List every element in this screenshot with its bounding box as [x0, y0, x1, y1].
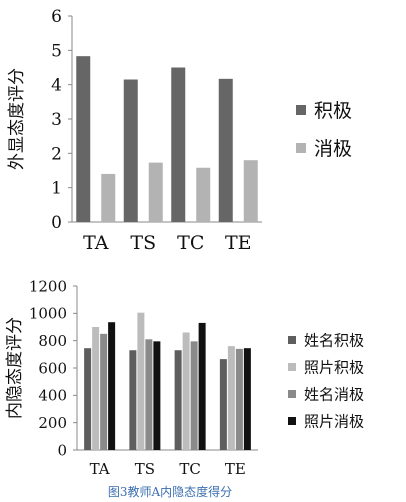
- y-tick-label: 1200: [29, 277, 67, 295]
- bar-te-series-1: [219, 359, 227, 450]
- y-axis-title: 外显态度评分: [7, 68, 27, 170]
- bar-tc-series-1: [174, 350, 182, 450]
- bar-ta-series-1: [84, 348, 92, 450]
- y-tick-label: 600: [38, 359, 67, 377]
- legend-label: 姓名积极: [304, 331, 364, 349]
- bar-ta-series-1: [76, 56, 91, 222]
- figure-caption: 图3教师A内隐态度得分: [108, 484, 232, 499]
- bar-tc-series-2: [196, 167, 211, 222]
- bar-ts-series-1: [123, 79, 138, 223]
- bar-tc-series-4: [198, 322, 206, 450]
- bar-te-series-4: [243, 348, 251, 450]
- legend-swatch: [288, 363, 296, 371]
- bar-ts-series-3: [145, 339, 153, 450]
- bar-te-series-2: [227, 346, 235, 450]
- legend-label: 消极: [314, 138, 352, 160]
- legend-swatch: [296, 143, 306, 153]
- legend-label: 照片积极: [304, 358, 364, 376]
- legend-label: 姓名消极: [304, 385, 364, 403]
- x-tick-label: TE: [225, 232, 252, 254]
- y-tick-label: 200: [38, 414, 67, 432]
- bar-tc-series-2: [182, 332, 190, 450]
- x-tick-label: TA: [83, 232, 109, 254]
- y-tick-label: 5: [51, 41, 62, 61]
- bar-ts-series-1: [129, 350, 137, 450]
- y-tick-label: 2: [51, 144, 62, 164]
- bar-ts-series-2: [137, 312, 145, 450]
- bar-te-series-1: [218, 78, 233, 222]
- y-tick-label: 6: [51, 7, 62, 27]
- bar-tc-series-1: [171, 67, 186, 222]
- y-tick-label: 1: [51, 179, 62, 199]
- chart-2: 0 200 400 600 800 1000 1200 内隐态度评分 TA TS TC TE 姓名积极照…: [5, 277, 364, 478]
- y-tick-label: 3: [51, 110, 62, 130]
- x-tick-label: TE: [225, 460, 246, 478]
- bar-ts-series-4: [153, 341, 161, 450]
- legend-swatch: [288, 390, 296, 398]
- y-tick-label: 800: [38, 332, 67, 350]
- bar-ta-series-2: [92, 327, 100, 450]
- bar-ta-series-4: [108, 322, 116, 450]
- x-tick-label: TS: [130, 232, 156, 254]
- y-tick-label: 0: [51, 213, 62, 233]
- x-tick-label: TC: [177, 232, 204, 254]
- bar-ta-series-3: [100, 333, 108, 450]
- x-tick-label: TC: [179, 460, 200, 478]
- legend-label: 积极: [314, 100, 352, 122]
- legend-swatch: [288, 336, 296, 344]
- y-tick-label: 4: [51, 76, 62, 96]
- legend-swatch: [288, 417, 296, 425]
- y-axis-title: 内隐态度评分: [5, 317, 25, 419]
- y-tick-label: 0: [57, 441, 67, 459]
- bar-tc-series-3: [190, 341, 198, 450]
- legend-label: 照片消极: [304, 412, 364, 430]
- y-tick-label: 400: [38, 387, 67, 405]
- legend-swatch: [296, 105, 306, 115]
- x-tick-label: TA: [90, 460, 110, 478]
- bar-te-series-2: [243, 160, 258, 222]
- bar-te-series-3: [235, 348, 243, 450]
- x-tick-label: TS: [135, 460, 155, 478]
- y-tick-label: 1000: [29, 305, 67, 323]
- bar-ta-series-2: [101, 173, 116, 222]
- bar-ts-series-2: [148, 162, 163, 222]
